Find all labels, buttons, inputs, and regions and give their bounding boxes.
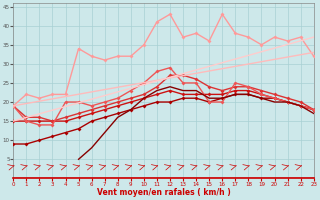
X-axis label: Vent moyen/en rafales ( km/h ): Vent moyen/en rafales ( km/h ) [97,188,230,197]
